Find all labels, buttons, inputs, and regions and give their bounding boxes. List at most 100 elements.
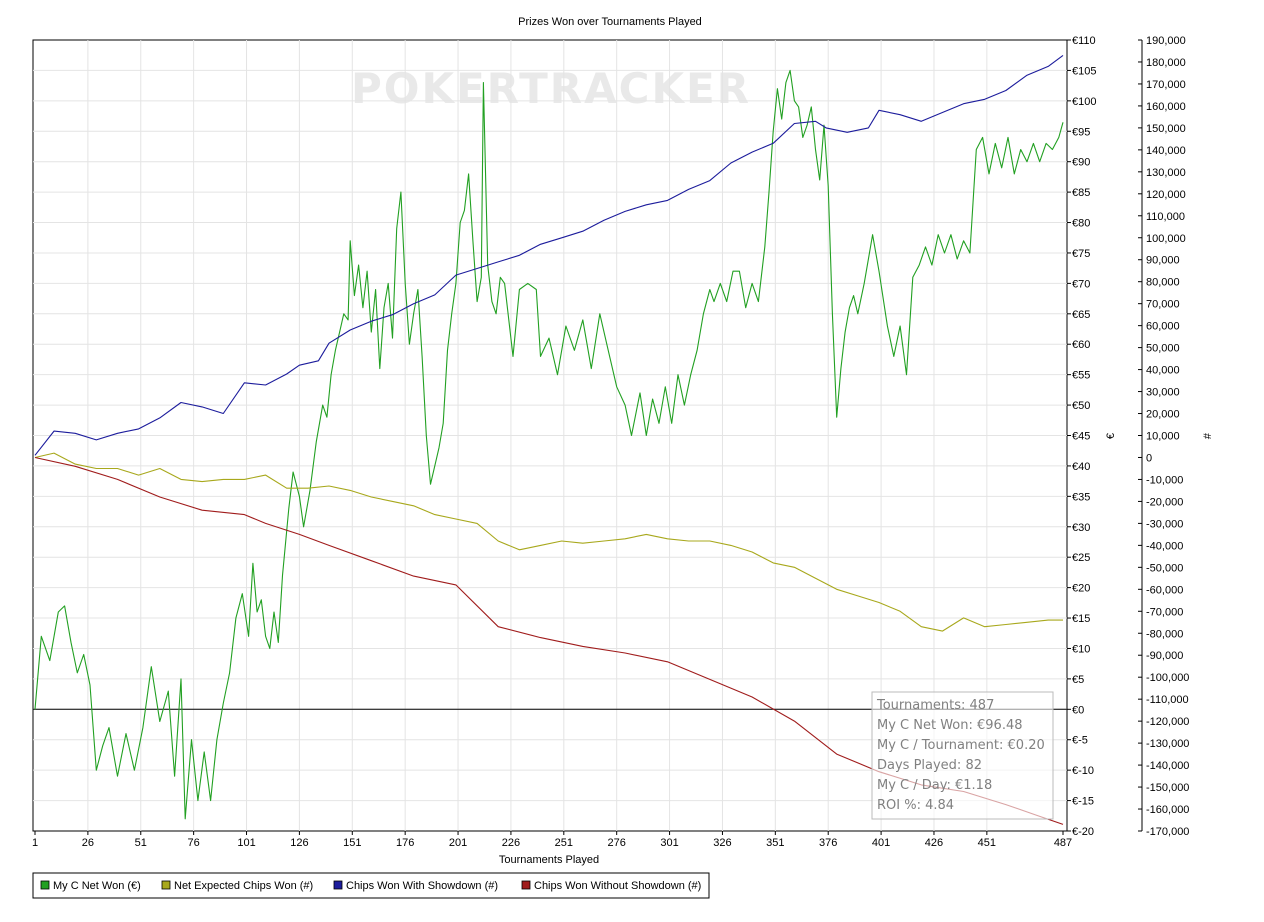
y-left-tick-label: €15 <box>1072 613 1090 625</box>
chart-title: Prizes Won over Tournaments Played <box>518 16 702 28</box>
series-line <box>34 54 1064 456</box>
stats-line: My C Net Won: €96.48 <box>877 718 1023 733</box>
y-left-tick-label: €5 <box>1072 674 1084 686</box>
y-right-tick-label: 70,000 <box>1146 299 1180 311</box>
y-right-tick-label: -150,000 <box>1146 782 1189 794</box>
y-right-tick-label: -60,000 <box>1146 584 1183 596</box>
x-tick-label: 351 <box>766 837 784 849</box>
legend-frame <box>32 872 710 899</box>
x-tick-label: 451 <box>978 837 996 849</box>
stats-box: Tournaments: 487 My C Net Won: €96.48 My… <box>871 691 1054 820</box>
y-right-tick-label: -30,000 <box>1146 518 1183 530</box>
y-right-tick-label: 150,000 <box>1146 123 1186 135</box>
y-right-tick-label: -120,000 <box>1146 716 1189 728</box>
stats-line: Tournaments: 487 <box>876 698 994 713</box>
x-tick-label: 26 <box>82 837 94 849</box>
y-right-tick-label: 80,000 <box>1146 277 1180 289</box>
y-left-tick-label: €-10 <box>1072 765 1094 777</box>
legend-label: Chips Won With Showdown (#) <box>346 880 498 892</box>
y-right-tick-label: 30,000 <box>1146 387 1180 399</box>
x-tick-label: 126 <box>290 837 308 849</box>
y-right-tick-label: 130,000 <box>1146 167 1186 179</box>
y-right-tick-label: -20,000 <box>1146 496 1183 508</box>
y-left-tick-label: €55 <box>1072 370 1090 382</box>
x-tick-label: 376 <box>819 837 837 849</box>
y-right-tick-label: 50,000 <box>1146 343 1180 355</box>
y-right-tick-label: -80,000 <box>1146 628 1183 640</box>
y-left-tick-label: €60 <box>1072 339 1090 351</box>
series-line <box>34 452 1063 632</box>
y-left-tick-label: €20 <box>1072 583 1090 595</box>
y-left-tick-label: €40 <box>1072 461 1090 473</box>
y-right-tick-label: -100,000 <box>1146 672 1189 684</box>
x-axis: 1 26 51 76 101 126 151 176 201 226 251 276 301 326 351… <box>32 831 1072 849</box>
y-left-tick-label: €90 <box>1072 157 1090 169</box>
x-tick-label: 426 <box>925 837 943 849</box>
legend-swatch <box>521 880 531 890</box>
legend: My C Net Won (€) Net Expected Chips Won (… <box>32 872 710 899</box>
y-left-tick-label: €45 <box>1072 431 1090 443</box>
y-right-tick-label: 10,000 <box>1146 431 1180 443</box>
x-tick-label: 251 <box>555 837 573 849</box>
y-right-tick-label: -40,000 <box>1146 540 1183 552</box>
y-right-tick-label: -170,000 <box>1146 826 1189 838</box>
x-axis-label: Tournaments Played <box>499 854 599 866</box>
x-tick-label: 401 <box>872 837 890 849</box>
y-left-tick-label: €80 <box>1072 218 1090 230</box>
stats-line: My C / Tournament: €0.20 <box>877 738 1045 753</box>
y-left-tick-label: €-15 <box>1072 796 1094 808</box>
stats-line: Days Played: 82 <box>877 758 982 773</box>
y-right-tick-label: 0 <box>1146 452 1152 464</box>
y-axis-right-label: # <box>1202 432 1214 439</box>
y-right-tick-label: 100,000 <box>1146 233 1186 245</box>
y-right-tick-label: 40,000 <box>1146 365 1180 377</box>
y-right-tick-label: -160,000 <box>1146 804 1189 816</box>
y-left-tick-label: €-5 <box>1072 735 1088 747</box>
y-right-tick-label: 60,000 <box>1146 321 1180 333</box>
y-right-tick-label: 110,000 <box>1146 211 1185 223</box>
stats-line: My C / Day: €1.18 <box>877 778 992 793</box>
y-left-tick-label: €65 <box>1072 309 1090 321</box>
x-tick-label: 1 <box>32 837 38 849</box>
y-left-tick-label: €35 <box>1072 491 1090 503</box>
legend-label: Chips Won Without Showdown (#) <box>534 880 701 892</box>
x-tick-label: 101 <box>237 837 255 849</box>
y-left-tick-label: €85 <box>1072 187 1090 199</box>
grid-lines <box>33 40 1067 831</box>
y-left-tick-label: €75 <box>1072 248 1090 260</box>
y-left-tick-label: €10 <box>1072 643 1090 655</box>
x-tick-label: 487 <box>1054 837 1072 849</box>
legend-items: My C Net Won (€) Net Expected Chips Won (… <box>40 880 701 892</box>
watermark-text: POKERTRACKER <box>351 64 751 113</box>
y-right-tick-label: -140,000 <box>1146 760 1189 772</box>
series-line <box>34 69 1064 820</box>
y-left-tick-label: €70 <box>1072 278 1090 290</box>
x-tick-label: 151 <box>343 837 361 849</box>
x-tick-label: 201 <box>449 837 467 849</box>
x-tick-label: 301 <box>660 837 678 849</box>
x-tick-label: 176 <box>396 837 414 849</box>
legend-swatch <box>333 880 343 890</box>
y-right-tick-label: -10,000 <box>1146 474 1183 486</box>
y-right-tick-label: 160,000 <box>1146 101 1186 113</box>
x-tick-label: 276 <box>608 837 626 849</box>
y-axis-left-label: € <box>1105 433 1117 439</box>
y-left-tick-label: €110 <box>1072 35 1096 47</box>
y-left-tick-label: €105 <box>1072 65 1096 77</box>
legend-label: Net Expected Chips Won (#) <box>174 880 313 892</box>
legend-label: My C Net Won (€) <box>53 880 141 892</box>
legend-swatch <box>161 880 171 890</box>
y-right-tick-label: -130,000 <box>1146 738 1189 750</box>
y-left-tick-label: €50 <box>1072 400 1090 412</box>
y-right-tick-label: -90,000 <box>1146 650 1183 662</box>
stats-line: ROI %: 4.84 <box>877 798 954 813</box>
y-right-tick-label: -50,000 <box>1146 562 1183 574</box>
x-tick-label: 51 <box>135 837 147 849</box>
y-right-tick-label: 180,000 <box>1146 57 1186 69</box>
y-right-tick-label: -70,000 <box>1146 606 1183 618</box>
y-right-tick-label: 20,000 <box>1146 409 1180 421</box>
x-tick-label: 326 <box>713 837 731 849</box>
legend-swatch <box>40 880 50 890</box>
y-right-tick-label: 120,000 <box>1146 189 1186 201</box>
